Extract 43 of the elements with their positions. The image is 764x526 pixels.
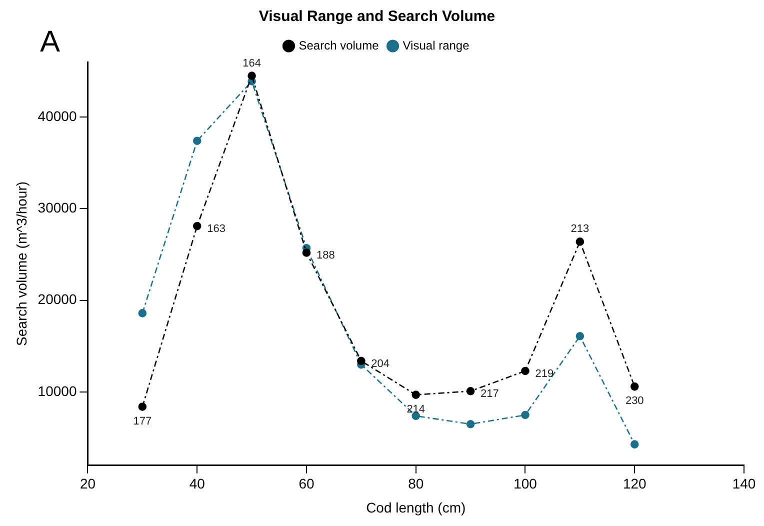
x-tick-label: 20 xyxy=(80,476,96,492)
annotation: 214 xyxy=(406,403,426,416)
point xyxy=(138,309,147,318)
point xyxy=(192,136,202,145)
point xyxy=(521,366,530,376)
y-tick-label: 20000 xyxy=(38,291,77,308)
point xyxy=(302,248,311,257)
x-tick-label: 120 xyxy=(622,476,647,492)
y-tick-label: 10000 xyxy=(38,382,77,399)
chart-title: Visual Range and Search Volume xyxy=(258,8,496,26)
legend-label: Visual range xyxy=(402,38,470,52)
point xyxy=(521,410,530,420)
point xyxy=(248,72,256,80)
x-axis-title: Cod length (cm) xyxy=(366,499,466,516)
point xyxy=(576,332,584,340)
point xyxy=(357,356,366,366)
point xyxy=(576,238,584,246)
x-tick-label: 80 xyxy=(408,476,424,492)
x-tick-label: 60 xyxy=(298,476,314,492)
point xyxy=(138,402,147,411)
y-tick-label: 40000 xyxy=(38,108,77,124)
point xyxy=(466,386,475,396)
point xyxy=(412,390,420,399)
annotation: 217 xyxy=(480,388,499,400)
point xyxy=(630,382,639,391)
annotation: 188 xyxy=(316,250,335,262)
legend-label: Search volume xyxy=(298,38,380,52)
point xyxy=(630,440,639,448)
annotation: 230 xyxy=(625,395,644,408)
x-tick-label: 100 xyxy=(514,476,538,492)
annotation: 164 xyxy=(242,57,261,70)
y-axis-title: Search volume (m^3/hour) xyxy=(13,181,30,346)
annotation: 213 xyxy=(570,223,590,236)
text: A xyxy=(40,25,60,58)
y-tick-label: 30000 xyxy=(38,200,77,216)
x-tick-label: 40 xyxy=(189,476,206,492)
point xyxy=(466,420,475,428)
x-tick-label: 140 xyxy=(732,476,756,492)
annotation: 204 xyxy=(371,358,390,370)
annotation: 219 xyxy=(535,368,554,380)
annotation: 163 xyxy=(207,223,226,236)
point xyxy=(192,222,202,230)
annotation: 177 xyxy=(133,415,152,428)
